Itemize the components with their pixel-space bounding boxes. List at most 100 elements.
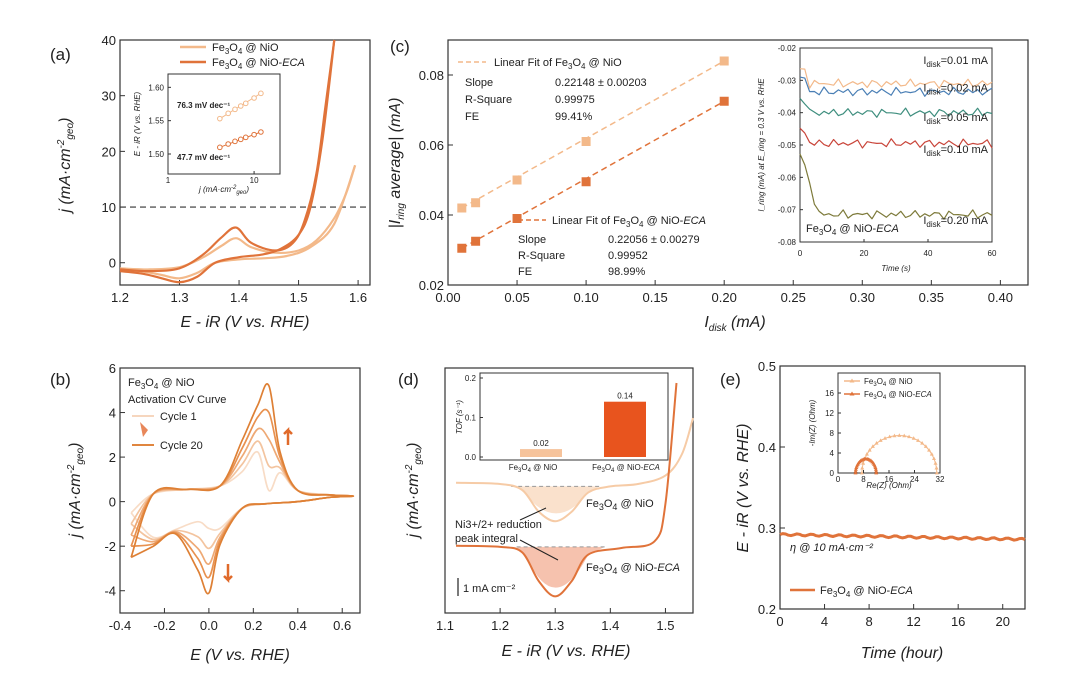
e-inset-point xyxy=(931,456,936,461)
e-inset-y-ticklabel: 4 xyxy=(830,449,835,458)
c-point xyxy=(457,203,467,213)
b-y-ticklabel: 4 xyxy=(109,406,116,421)
c-inset-x-ticklabel: 60 xyxy=(988,249,997,258)
c-point xyxy=(719,56,729,66)
fit-nio-slope-val: 0.22148 ± 0.00203 xyxy=(555,77,647,89)
inset-d-ylabel: TOF (s⁻¹) xyxy=(455,400,464,434)
d-x-ticklabel: 1.3 xyxy=(546,618,564,633)
inset-a-xlabel: j (mA·cm-2geo) xyxy=(198,185,249,196)
c-inset-x-ticklabel: 40 xyxy=(924,249,933,258)
panel-b-up-arrow xyxy=(283,426,293,445)
e-inset-point xyxy=(853,470,858,475)
a-inset-x-ticklabel: 10 xyxy=(250,176,259,185)
e-inset-point xyxy=(892,433,897,438)
panel-d-xlabel: E - iR (V vs. RHE) xyxy=(502,643,631,660)
a-curve-1 xyxy=(119,164,357,271)
e-inset-point xyxy=(860,465,865,470)
e-inset-point xyxy=(878,438,883,442)
panel-d-frame xyxy=(444,367,694,614)
panel-e-ylabel: E - iR (V vs. RHE) xyxy=(735,424,752,553)
inset-e-legend-eca: Fe3O4 @ NiO-ECA xyxy=(864,390,932,401)
panel-e-label: (e) xyxy=(720,370,741,389)
c-inset-label: Idisk=0.20 mA xyxy=(923,215,988,229)
e-inset-x-ticklabel: 8 xyxy=(861,475,866,484)
panel-d-label: (d) xyxy=(398,370,419,389)
e-y-ticklabel: 0.3 xyxy=(758,521,776,536)
panel-c-xlabel: Idisk (mA) xyxy=(704,314,765,334)
e-series-line xyxy=(779,532,1026,542)
c-inset-y-ticklabel: -0.07 xyxy=(778,206,797,215)
inset-c-xlabel: Time (s) xyxy=(881,264,911,273)
e-inset-x-ticklabel: 24 xyxy=(910,475,919,484)
panel-c-frame xyxy=(447,39,1029,286)
a-y-ticklabel: 20 xyxy=(102,144,116,159)
e-x-ticklabel: 20 xyxy=(995,614,1009,629)
e-inset-x-ticklabel: 16 xyxy=(885,475,894,484)
panel-e-annotation: η @ 10 mA·cm⁻² xyxy=(790,542,873,554)
e-inset-y-ticklabel: 8 xyxy=(830,429,835,438)
b-x-ticklabel: 0.0 xyxy=(200,618,218,633)
b-x-ticklabel: 0.4 xyxy=(289,618,307,633)
e-inset-point xyxy=(874,441,879,445)
inset-a-tafel-nio: 76.3 mV dec⁻¹ xyxy=(177,101,230,110)
d-x-ticklabel: 1.5 xyxy=(656,618,674,633)
a-x-ticklabel: 1.6 xyxy=(349,290,367,305)
panel-c-label: (c) xyxy=(390,37,410,56)
a-inset-point xyxy=(232,106,238,113)
panel-e-ticks: 0 4 8 12 16 20 0.2 0.3 0.4 0.5 xyxy=(758,359,1010,629)
e-y-ticklabel: 0.5 xyxy=(758,359,776,374)
c-inset-label: Idisk=0.01 mA xyxy=(923,55,988,69)
d-inset-y-ticklabel: 0.2 xyxy=(465,374,477,383)
c-x-ticklabel: 0.10 xyxy=(573,290,598,305)
c-point xyxy=(471,236,481,246)
inset-a-ylabel: E - iR (V vs. RHE) xyxy=(133,91,142,156)
panel-a-curves xyxy=(119,39,357,284)
fit-eca-r2-val: 0.99952 xyxy=(608,250,648,262)
e-inset-point xyxy=(874,470,879,475)
c-y-ticklabel: 0.08 xyxy=(419,68,444,83)
e-inset-point xyxy=(927,447,932,452)
a-inset-x-ticklabel: 1 xyxy=(166,176,171,185)
e-y-ticklabel: 0.2 xyxy=(758,602,776,617)
e-inset-point xyxy=(873,467,878,471)
d-inset-bar-1 xyxy=(520,449,562,457)
d-curve-nio xyxy=(455,417,694,523)
fit-eca-fe-val: 98.99% xyxy=(608,266,646,278)
b-y-ticklabel: 2 xyxy=(109,450,116,465)
e-inset-point xyxy=(933,461,938,465)
panel-e: (e) 0 4 8 12 16 20 0.2 0.3 0.4 0.5 η @ 10 mA·cm⁻²… xyxy=(720,359,1026,662)
c-point xyxy=(719,96,729,106)
c-x-ticklabel: 0.00 xyxy=(435,290,460,305)
panel-a-xlabel: E - iR (V vs. RHE) xyxy=(181,314,310,331)
panel-e-series xyxy=(779,532,1026,542)
c-point xyxy=(457,243,467,253)
panel-d: (d) 1.1 1.2 1.3 1.4 1.5 0.0 0.1 0.2 0.02 0.14 TO… xyxy=(398,367,694,660)
e-inset-point xyxy=(883,436,888,440)
panel-d-ticks: 1.1 1.2 1.3 1.4 1.5 xyxy=(436,608,674,633)
d-x-ticklabel: 1.4 xyxy=(601,618,619,633)
d-inset-y-ticklabel: 0.1 xyxy=(465,414,477,423)
legend-b-cycle1: Cycle 1 xyxy=(160,411,197,423)
a-inset-y-ticklabel: 1.55 xyxy=(148,117,164,126)
e-inset-point xyxy=(916,438,921,442)
panel-d-ylabel: j (mA·cm-2geo) xyxy=(404,443,424,540)
d-x-ticklabel: 1.2 xyxy=(491,618,509,633)
e-inset-point xyxy=(934,465,939,470)
d-area-nio xyxy=(511,486,600,514)
b-x-ticklabel: -0.4 xyxy=(109,618,131,633)
panel-c-inset: 0 20 40 60 -0.02 -0.03 -0.04 -0.05 -0.06 -0.07 -0.… xyxy=(778,44,997,258)
panel-d-inset: 0.0 0.1 0.2 0.02 0.14 xyxy=(465,374,646,462)
e-inset-point xyxy=(911,436,916,440)
b-y-ticklabel: 0 xyxy=(109,495,116,510)
panel-b-curves xyxy=(130,383,355,595)
e-inset-point xyxy=(874,468,879,473)
fit-eca-fe-key: FE xyxy=(518,266,532,278)
e-inset-point xyxy=(859,470,864,475)
c-inset-label: Idisk=0.10 mA xyxy=(923,144,988,158)
legend-e-eca: Fe3O4 @ NiO-ECA xyxy=(820,585,913,599)
inset-e-ylabel: -Im(Z) (Ohm) xyxy=(808,399,817,446)
c-y-ticklabel: 0.02 xyxy=(419,278,444,293)
fit-eca-label: Linear Fit of Fe3O4 @ NiO-ECA xyxy=(552,215,706,229)
